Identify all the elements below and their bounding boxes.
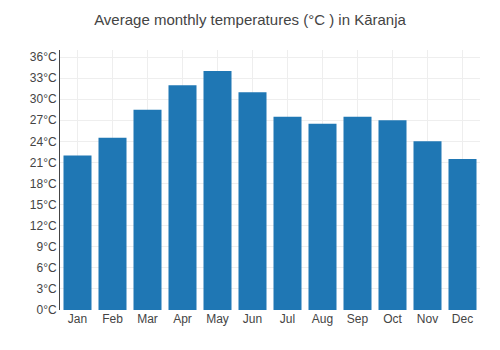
svg-text:21°C: 21°C <box>30 156 57 170</box>
svg-text:15°C: 15°C <box>30 198 57 212</box>
svg-text:30°C: 30°C <box>30 92 57 106</box>
svg-text:Nov: Nov <box>417 312 438 326</box>
svg-text:May: May <box>206 312 229 326</box>
svg-text:3°C: 3°C <box>36 282 56 296</box>
svg-text:Aug: Aug <box>312 312 333 326</box>
svg-text:12°C: 12°C <box>30 219 57 233</box>
svg-text:Jan: Jan <box>68 312 87 326</box>
svg-text:24°C: 24°C <box>30 135 57 149</box>
svg-text:Oct: Oct <box>383 312 402 326</box>
svg-text:Apr: Apr <box>173 312 192 326</box>
svg-text:9°C: 9°C <box>36 240 56 254</box>
svg-text:Jul: Jul <box>280 312 295 326</box>
svg-text:0°C: 0°C <box>36 303 56 317</box>
svg-text:36°C: 36°C <box>30 50 57 64</box>
svg-text:27°C: 27°C <box>30 113 57 127</box>
svg-text:Sep: Sep <box>347 312 369 326</box>
svg-text:Dec: Dec <box>452 312 473 326</box>
svg-text:33°C: 33°C <box>30 71 57 85</box>
svg-text:6°C: 6°C <box>36 261 56 275</box>
svg-text:Mar: Mar <box>137 312 158 326</box>
svg-text:18°C: 18°C <box>30 177 57 191</box>
svg-text:Feb: Feb <box>102 312 123 326</box>
svg-text:Jun: Jun <box>243 312 262 326</box>
svg-text:Average monthly temperatures (: Average monthly temperatures (°C ) in Kā… <box>94 11 406 28</box>
